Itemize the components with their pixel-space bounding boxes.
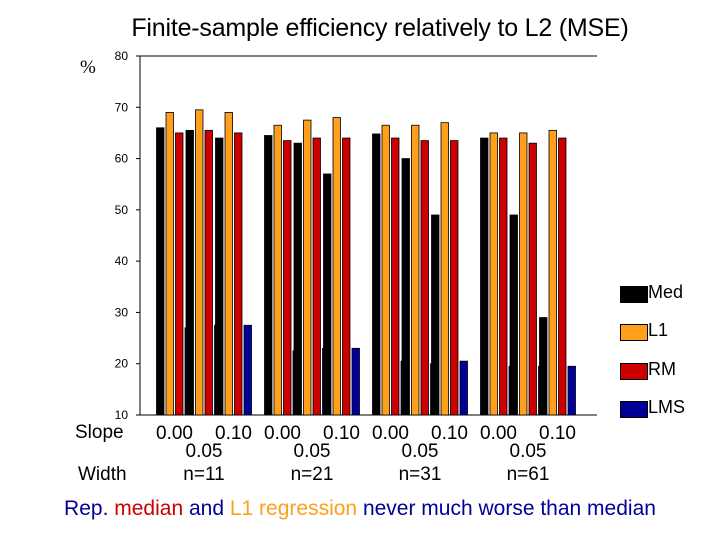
- bar-med-11: [509, 214, 518, 416]
- bar-rm-5: [312, 137, 321, 416]
- row-label-slope: Slope: [75, 422, 124, 443]
- bar-lms-6: [351, 347, 360, 416]
- bar-med-4: [264, 135, 273, 416]
- x-slope-label-top: 0.00: [480, 423, 517, 444]
- x-slope-label-top: 0.00: [156, 423, 193, 444]
- bar-l1-3: [224, 112, 233, 416]
- caption-text-rep: Rep.: [64, 497, 115, 520]
- bar-rm-7: [391, 137, 400, 416]
- x-slope-label-mid: 0.05: [293, 441, 331, 462]
- x-group-label: n=61: [506, 464, 550, 485]
- y-tick-label: 80: [115, 49, 129, 63]
- bar-l1-11: [519, 132, 528, 416]
- y-tick-label: 70: [115, 100, 129, 114]
- caption-text-median: median: [114, 497, 184, 520]
- y-tick-label: 10: [115, 408, 129, 422]
- legend-label-l1: L1: [648, 320, 669, 340]
- bar-l1-6: [332, 117, 341, 416]
- bar-rm-2: [204, 129, 213, 416]
- bar-rm-8: [420, 140, 429, 416]
- caption: Rep. median and L1 regression never much…: [0, 497, 720, 521]
- bar-l1-7: [381, 124, 390, 416]
- x-slope-label-top: 0.10: [323, 423, 360, 444]
- bar-rm-4: [283, 140, 292, 416]
- x-group-label: n=11: [183, 464, 225, 485]
- legend-swatch-rm: [620, 363, 648, 380]
- bar-rm-3: [234, 132, 243, 416]
- legend-label-med: Med: [648, 282, 684, 302]
- x-slope-label-top: 0.10: [215, 423, 252, 444]
- row-label-width: Width: [78, 464, 127, 485]
- y-tick-label: 40: [115, 254, 129, 268]
- bar-rm-11: [528, 142, 537, 416]
- bar-med-3: [215, 137, 224, 416]
- legend-swatch-med: [620, 286, 648, 303]
- legend-label-rm: RM: [648, 359, 676, 379]
- legend-swatch-l1: [620, 324, 648, 341]
- x-group-label: n=31: [398, 464, 442, 485]
- bar-rm-12: [558, 137, 567, 416]
- caption-text-and: and: [183, 497, 230, 520]
- y-tick-label: 50: [115, 203, 129, 217]
- bar-l1-12: [548, 129, 557, 416]
- bar-l1-9: [440, 122, 449, 416]
- bar-l1-1: [165, 112, 174, 416]
- y-tick-label: 30: [115, 305, 129, 319]
- bar-med-5: [293, 142, 302, 416]
- y-axis-label: %: [80, 57, 96, 78]
- bar-rm-10: [499, 137, 508, 416]
- bar-med-7: [372, 133, 381, 416]
- bar-l1-10: [489, 132, 498, 416]
- bar-l1-2: [195, 109, 204, 416]
- bar-l1-5: [303, 119, 312, 416]
- x-group-label: n=21: [290, 464, 334, 485]
- bar-med-9: [431, 214, 440, 416]
- y-tick-label: 60: [115, 152, 129, 166]
- bar-rm-6: [342, 137, 351, 416]
- x-slope-label-top: 0.00: [372, 423, 409, 444]
- bar-med-10: [480, 137, 489, 416]
- bar-l1-4: [273, 124, 282, 416]
- legend-swatch-lms: [620, 401, 648, 418]
- caption-text-rest: never much worse than median: [357, 497, 656, 520]
- bar-med-8: [401, 158, 410, 416]
- bar-med-1: [156, 127, 165, 416]
- bar-lms-3: [243, 324, 252, 416]
- bar-med-6: [323, 173, 332, 416]
- bar-l1-8: [411, 124, 420, 416]
- x-slope-label-mid: 0.05: [185, 441, 223, 462]
- bar-rm-1: [175, 132, 184, 416]
- caption-text-l1: L1 regression: [229, 497, 358, 520]
- x-slope-label-top: 0.10: [431, 423, 468, 444]
- x-slope-label-mid: 0.05: [509, 441, 547, 462]
- x-slope-label-top: 0.00: [264, 423, 301, 444]
- legend-label-lms: LMS: [648, 397, 686, 417]
- bar-med-12: [539, 317, 548, 416]
- chart-title: Finite-sample efficiency relatively to L…: [131, 14, 629, 42]
- bar-lms-9: [459, 360, 468, 416]
- bar-med-2: [185, 129, 194, 416]
- x-slope-label-mid: 0.05: [401, 441, 439, 462]
- y-tick-label: 20: [115, 357, 129, 371]
- bar-lms-12: [567, 365, 576, 416]
- bar-rm-9: [450, 140, 459, 416]
- x-slope-label-top: 0.10: [539, 423, 576, 444]
